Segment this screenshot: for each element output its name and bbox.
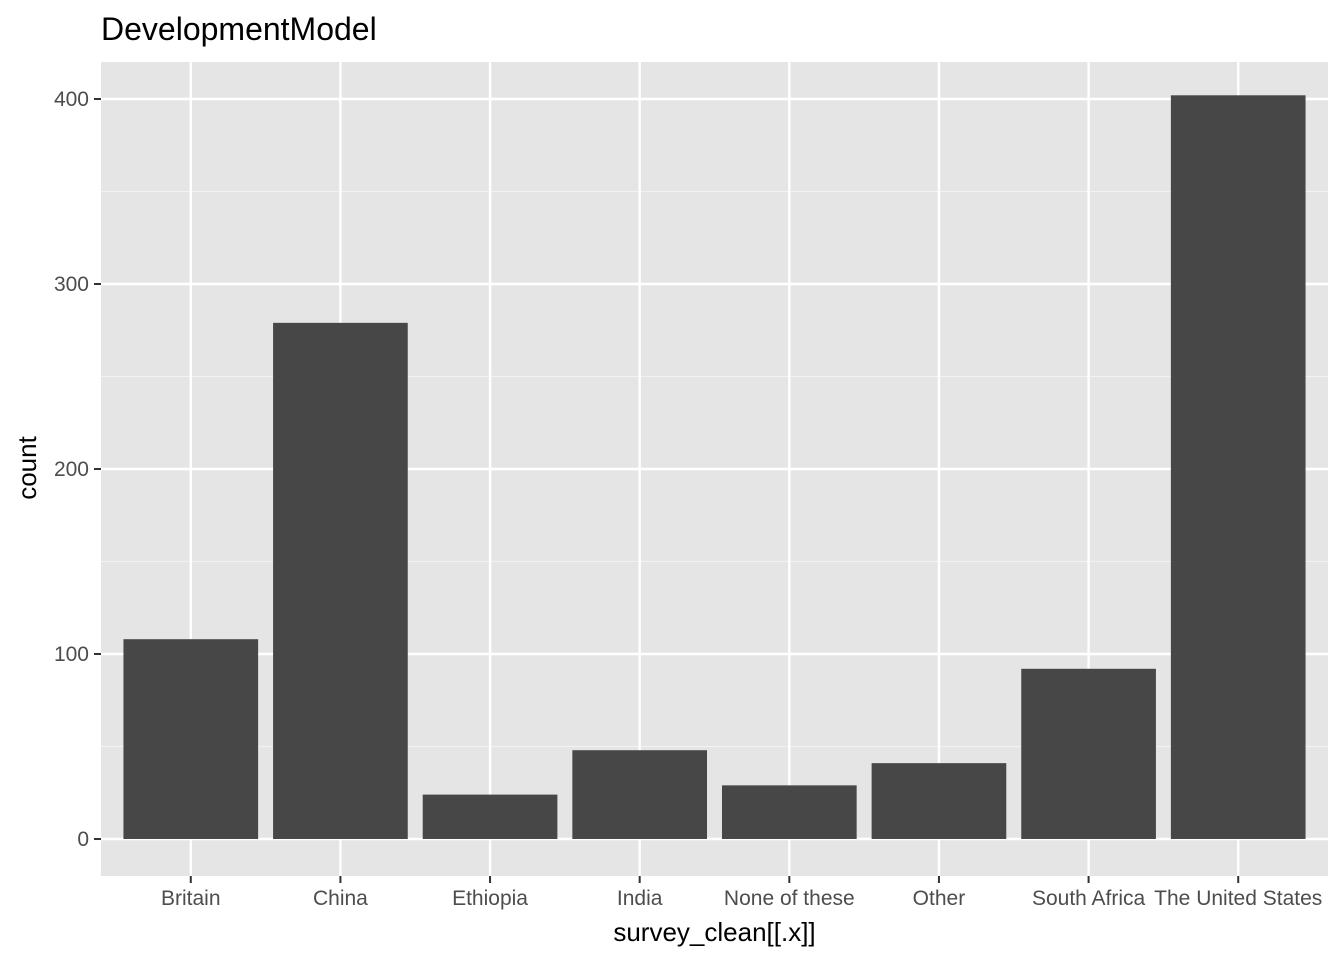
x-tick-label: Other xyxy=(913,887,966,910)
bar-other xyxy=(871,763,1007,839)
x-tick-label: The United States xyxy=(1154,887,1322,910)
bar-the-united-states xyxy=(1170,95,1306,840)
x-tick-label: India xyxy=(617,887,663,910)
x-tick-label: China xyxy=(313,887,368,910)
y-tick-label: 400 xyxy=(54,88,89,111)
x-tick-label: Britain xyxy=(161,887,221,910)
bar-none-of-these xyxy=(721,785,857,839)
bar-britain xyxy=(123,639,259,839)
bar-india xyxy=(572,750,708,839)
y-tick-label: 300 xyxy=(54,273,89,296)
x-tick-label: Ethiopia xyxy=(452,887,528,910)
y-axis: 0 100 200 300 400 xyxy=(54,88,101,851)
x-axis-title: survey_clean[[.x]] xyxy=(613,917,815,947)
y-axis-title: count xyxy=(12,435,42,499)
y-tick-label: 0 xyxy=(77,828,89,851)
x-axis: Britain China Ethiopia India None of these Ot… xyxy=(161,876,1322,910)
bar-south-africa xyxy=(1021,668,1156,839)
y-tick-label: 200 xyxy=(54,458,89,481)
bars xyxy=(123,95,1306,840)
y-tick-label: 100 xyxy=(54,643,89,666)
bar-ethiopia xyxy=(422,794,558,839)
x-tick-label: South Africa xyxy=(1032,887,1146,910)
chart-title: DevelopmentModel xyxy=(101,11,377,47)
bar-china xyxy=(273,322,408,840)
x-tick-label: None of these xyxy=(724,887,855,910)
